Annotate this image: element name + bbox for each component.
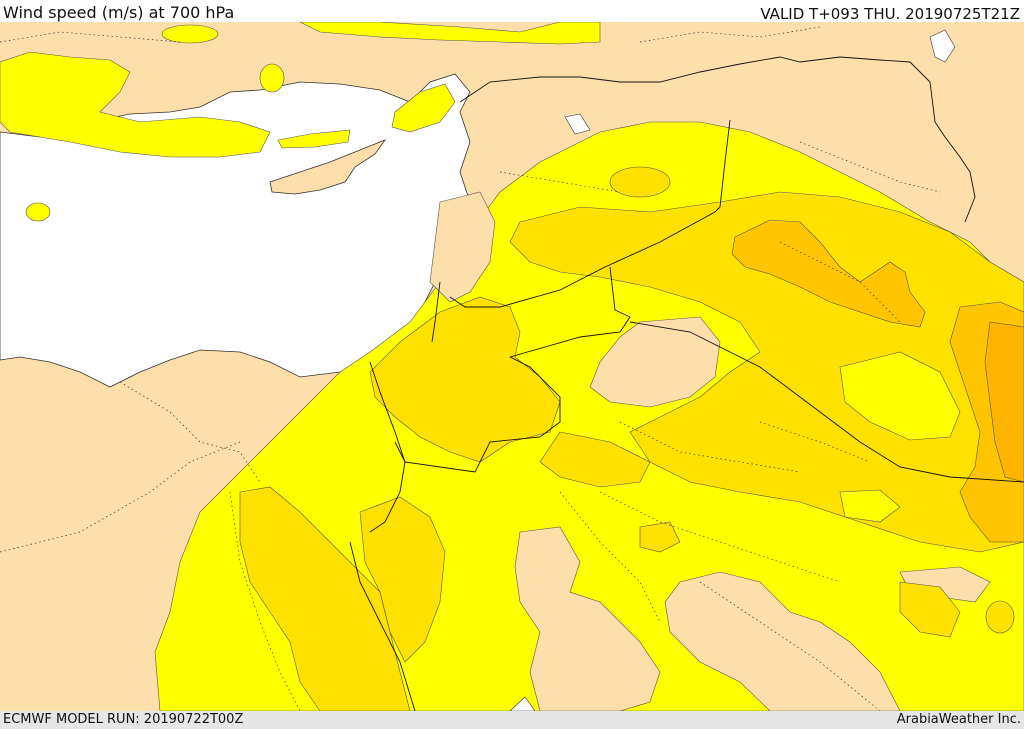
wind-band-yellow-hole-2 <box>839 489 901 523</box>
wind-band-yellow-hole-1 <box>839 351 961 441</box>
lake-turkey <box>564 113 591 135</box>
wind-band-gold-patch-2 <box>985 600 1015 634</box>
wind-band-yellow-dot <box>25 202 51 222</box>
wind-band-gold-arabia <box>899 581 961 638</box>
red-sea-tip <box>509 696 536 711</box>
wind-band-orange-iraq <box>731 219 926 328</box>
wind-band-gold-patch <box>609 166 671 198</box>
wind-band-gold-egypt <box>239 486 411 711</box>
map-title: Wind speed (m/s) at 700 hPa <box>3 3 235 22</box>
footer-bar: ECMWF MODEL RUN: 20190722T00Z ArabiaWeat… <box>0 711 1024 729</box>
wind-band-yellow-aegean <box>0 51 271 158</box>
country-borders <box>349 56 1024 711</box>
wind-band-gold-arabia-2 <box>639 521 681 553</box>
header-bar: Wind speed (m/s) at 700 hPa VALID T+093 … <box>0 0 1024 23</box>
wind-band-yellow-north <box>299 22 601 45</box>
wind-band-gold-iraq-south <box>539 431 651 488</box>
calm-land-patch-3 <box>664 571 901 711</box>
cyprus-island <box>269 139 387 195</box>
wind-band-yellow-small <box>277 129 351 149</box>
credit-label: ArabiaWeather Inc. <box>896 712 1021 727</box>
calm-land-patch-5 <box>429 191 496 303</box>
wind-speed-map[interactable] <box>0 22 1024 711</box>
valid-time: VALID T+093 THU. 20190725T21Z <box>760 5 1020 23</box>
lake-iran <box>929 29 956 63</box>
calm-land-patch-2 <box>514 526 661 711</box>
wind-band-yellow-dot-3 <box>161 24 219 44</box>
wind-band-darkorange-gulf <box>984 321 1024 483</box>
wind-band-gold-sinai <box>359 496 446 663</box>
wind-band-yellow-turkey <box>391 83 456 133</box>
calm-land-patch-1 <box>589 316 721 408</box>
wind-band-yellow-dot-2 <box>259 63 285 93</box>
province-borders <box>0 26 941 711</box>
model-run-label: ECMWF MODEL RUN: 20190722T00Z <box>3 712 244 727</box>
